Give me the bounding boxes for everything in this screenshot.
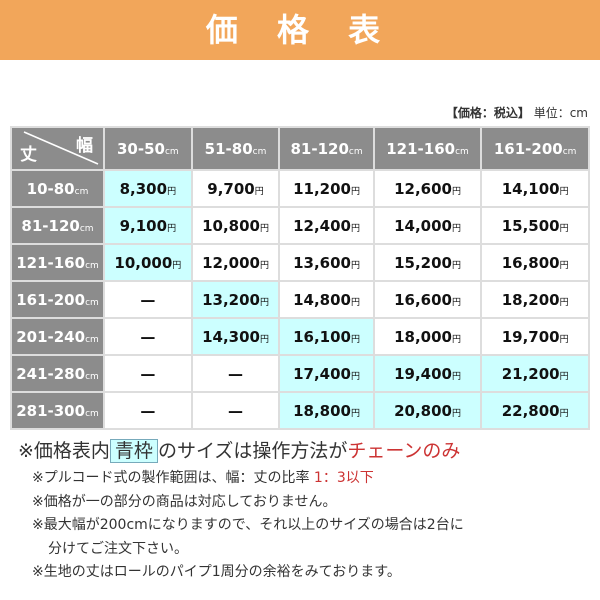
blue-frame-sample: 青枠 (109, 439, 158, 463)
price-cell: 9,700円 (190, 169, 281, 208)
row-header: 161-200cm (10, 280, 105, 319)
unit-note: 【価格：税込】 単位：cm (446, 104, 588, 121)
price-table: 丈 幅 30-50cm 51-80cm 81-120cm 121-160cm 161-2… (10, 126, 590, 430)
column-header: 51-80cm (190, 126, 281, 171)
note-text: のサイズは操作方法が (157, 440, 348, 462)
price-cell: 12,400円 (278, 206, 375, 245)
price-cell: 8,300円 (103, 169, 193, 208)
price-cell: 10,000円 (103, 243, 193, 282)
price-cell: 14,100円 (480, 169, 590, 208)
title-banner: 価 格 表 (0, 0, 600, 60)
price-cell: 18,200円 (480, 280, 590, 319)
price-cell: — (103, 354, 193, 393)
note-emphasis: 1：3以下 (313, 470, 374, 486)
note-text: ※価格表内 (18, 440, 110, 462)
column-header: 81-120cm (278, 126, 375, 171)
table-row: 241-280cm — —17,400円 19,400円 21,200円 (10, 354, 590, 393)
price-cell: — (103, 317, 193, 356)
price-cell: — (103, 280, 193, 319)
column-header: 121-160cm (372, 126, 483, 171)
price-cell: 15,500円 (480, 206, 590, 245)
page-title: 価 格 表 (205, 11, 395, 49)
note-4: ※生地の丈はロールのパイプ1周分の余裕をみております。 (32, 564, 401, 580)
row-header: 281-300cm (10, 391, 105, 430)
price-cell: 18,000円 (372, 317, 483, 356)
price-cell: 13,200円 (190, 280, 281, 319)
note-3-cont: 分けてご注文下さい。 (48, 540, 188, 557)
row-header: 241-280cm (10, 354, 105, 393)
column-header: 161-200cm (480, 126, 590, 171)
price-cell: — (190, 391, 281, 430)
row-axis-label: 丈 (20, 145, 37, 165)
row-header: 121-160cm (10, 243, 105, 282)
price-cell: 19,700円 (480, 317, 590, 356)
note-3: ※最大幅が200cmになりますので、それ以上のサイズの場合は2台に (32, 517, 464, 533)
price-cell: 11,200円 (278, 169, 375, 208)
price-cell: 12,600円 (372, 169, 483, 208)
price-cell: 10,800円 (190, 206, 281, 245)
note-2: ※価格が一の部分の商品は対応しておりません。 (32, 493, 337, 510)
price-cell: 21,200円 (480, 354, 590, 393)
notes: ※価格表内 青枠 のサイズは操作方法がチェーンのみ ※プルコード式の製作範囲は、幅：… (18, 436, 464, 585)
header-row: 丈 幅 30-50cm 51-80cm 81-120cm 121-160cm 161-2… (10, 126, 590, 171)
price-cell: — (103, 391, 193, 430)
price-cell: — (190, 354, 281, 393)
price-cell: 9,100円 (103, 206, 193, 245)
note-1: ※プルコード式の製作範囲は、幅：丈の比率 1：3以下 (32, 467, 464, 491)
col-axis-label: 幅 (76, 136, 93, 156)
price-cell: 16,800円 (480, 243, 590, 282)
price-cell: 16,600円 (372, 280, 483, 319)
price-cell: 15,200円 (372, 243, 483, 282)
price-cell: 16,100円 (278, 317, 375, 356)
note-main: ※価格表内 青枠 のサイズは操作方法がチェーンのみ (18, 436, 464, 463)
price-cell: 22,800円 (480, 391, 590, 430)
row-header: 81-120cm (10, 206, 105, 245)
diagonal-divider (23, 131, 99, 165)
row-header: 10-80cm (10, 169, 105, 208)
row-header: 201-240cm (10, 317, 105, 356)
corner-cell: 丈 幅 (10, 126, 105, 171)
table-row: 10-80cm 8,300円 9,700円 11,200円 12,600円 14,100円 (10, 169, 590, 208)
price-cell: 14,800円 (278, 280, 375, 319)
table-row: 121-160cm 10,000円 12,000円 13,600円 15,200円 16,… (10, 243, 590, 282)
column-header: 30-50cm (103, 126, 193, 171)
price-cell: 17,400円 (278, 354, 375, 393)
price-cell: 12,000円 (190, 243, 281, 282)
note-text: ※プルコード式の製作範囲は、幅：丈の比率 (32, 470, 310, 486)
price-cell: 20,800円 (372, 391, 483, 430)
note-emphasis: チェーンのみ (347, 440, 461, 462)
price-cell: 13,600円 (278, 243, 375, 282)
table-row: 161-200cm —13,200円 14,800円 16,600円 18,200円 (10, 280, 590, 319)
price-cell: 19,400円 (372, 354, 483, 393)
price-cell: 18,800円 (278, 391, 375, 430)
unit-label: 単位：cm (533, 106, 588, 120)
price-cell: 14,300円 (190, 317, 281, 356)
price-cell: 14,000円 (372, 206, 483, 245)
table-row: 81-120cm 9,100円 10,800円 12,400円 14,000円 15,50… (10, 206, 590, 245)
table-row: 281-300cm — —18,800円 20,800円 22,800円 (10, 391, 590, 430)
table-row: 201-240cm —14,300円 16,100円 18,000円 19,700円 (10, 317, 590, 356)
tax-label: 【価格：税込】 (445, 106, 530, 120)
